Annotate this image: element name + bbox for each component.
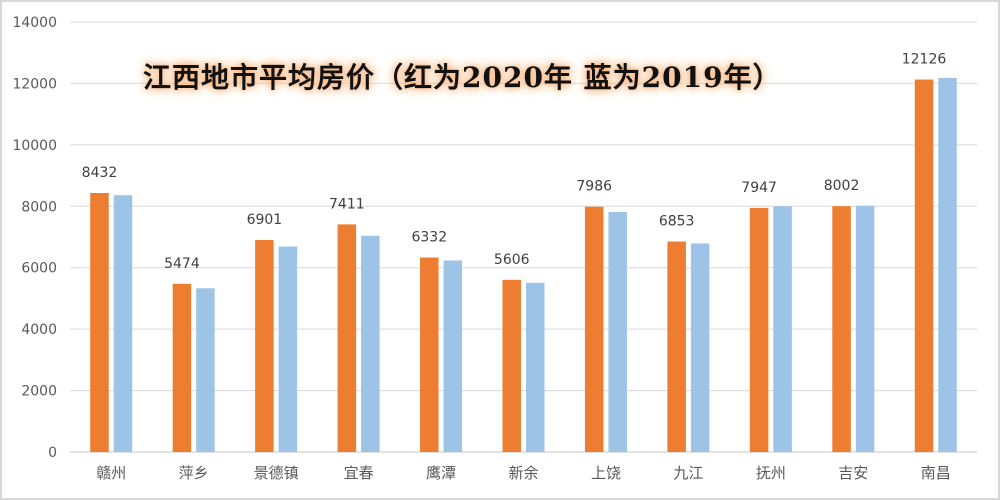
bar-2019 (608, 211, 627, 452)
y-tick-label: 0 (48, 445, 57, 461)
bar-2019 (361, 235, 380, 452)
x-category-label: 鹰潭 (426, 464, 456, 482)
x-category-label: 赣州 (96, 464, 126, 482)
bar-2019 (278, 246, 298, 452)
y-tick-label: 2000 (21, 384, 57, 400)
x-category-label: 景德镇 (254, 464, 299, 482)
data-label: 8432 (82, 165, 118, 181)
bar-2020 (255, 240, 274, 452)
data-label: 7986 (576, 179, 612, 195)
bar-2020 (914, 79, 934, 453)
data-label: 6332 (411, 230, 447, 246)
y-tick-label: 12000 (12, 76, 57, 92)
bar-2019 (196, 288, 215, 452)
data-label: 12126 (902, 52, 947, 68)
data-label: 5606 (494, 252, 530, 268)
x-category-label: 宜春 (344, 464, 374, 482)
x-category-label: 南昌 (921, 464, 951, 482)
x-category-label: 吉安 (838, 464, 868, 482)
bar-2019 (113, 195, 133, 452)
x-category-label: 上饶 (591, 464, 621, 482)
bar-2020 (337, 224, 357, 452)
x-category-label: 萍乡 (179, 464, 209, 482)
data-label: 8002 (824, 178, 860, 194)
x-category-label: 抚州 (756, 464, 786, 482)
bar-2019 (690, 243, 710, 452)
bar-2020 (420, 257, 439, 452)
data-label: 6901 (247, 212, 283, 228)
bar-2019 (526, 282, 545, 452)
bar-2020 (584, 206, 604, 452)
x-category-label: 九江 (673, 464, 703, 482)
data-label: 6853 (659, 214, 695, 230)
y-tick-label: 6000 (21, 261, 57, 277)
y-tick-label: 8000 (21, 199, 57, 215)
bar-2020 (90, 193, 109, 452)
data-label: 7947 (741, 180, 777, 196)
bar-2020 (172, 283, 192, 452)
data-label: 5474 (164, 256, 200, 272)
y-tick-label: 14000 (12, 15, 57, 31)
bar-2019 (855, 205, 875, 452)
bar-2020 (667, 241, 686, 452)
chart-title: 江西地市平均房价（红为2020年 蓝为2019年） (143, 61, 782, 94)
bar-2019 (443, 260, 463, 452)
bar-2020 (502, 279, 521, 452)
y-tick-label: 4000 (21, 322, 57, 338)
data-label: 7411 (329, 196, 365, 212)
bar-2019 (773, 206, 792, 452)
y-tick-label: 10000 (12, 138, 57, 154)
x-category-label: 新余 (508, 464, 538, 482)
bar-2020 (749, 207, 769, 452)
bar-2020 (832, 206, 851, 452)
bar-2019 (938, 77, 957, 453)
